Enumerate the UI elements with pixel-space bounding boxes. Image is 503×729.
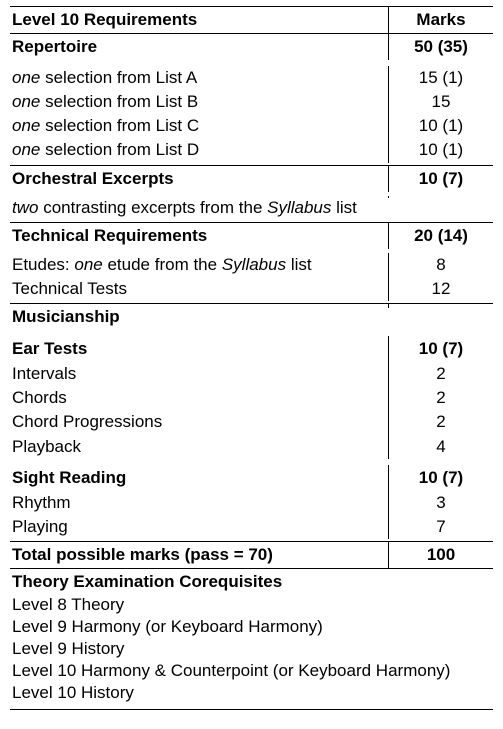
sight-heading-row: Sight Reading 10 (7)	[10, 465, 493, 491]
technical-etudes-label: Etudes: one etude from the Syllabus list	[10, 253, 388, 277]
technical-marks: 20 (14)	[388, 223, 493, 249]
ear-item-label: Intervals	[10, 362, 388, 386]
coreq-heading-row: Theory Examination Corequisites	[10, 569, 493, 594]
repertoire-item-marks: 10 (1)	[388, 138, 493, 162]
orchestral-note-marks	[388, 196, 493, 198]
repertoire-item-label: one selection from List C	[10, 114, 388, 138]
italic-word: one	[12, 68, 40, 87]
musicianship-heading: Musicianship	[10, 304, 388, 330]
orchestral-heading-row: Orchestral Excerpts 10 (7)	[10, 166, 493, 192]
text: list	[331, 198, 357, 217]
technical-tests-label: Technical Tests	[10, 277, 388, 301]
repertoire-item: one selection from List A 15 (1)	[10, 66, 493, 90]
ear-item-label: Playback	[10, 435, 388, 459]
requirements-table: Level 10 Requirements Marks Repertoire 5…	[0, 0, 503, 729]
ear-item-marks: 2	[388, 410, 493, 434]
ear-item-label: Chord Progressions	[10, 410, 388, 434]
repertoire-item-label: one selection from List B	[10, 90, 388, 114]
ear-heading-row: Ear Tests 10 (7)	[10, 336, 493, 362]
item-rest: selection from List A	[40, 68, 197, 87]
total-marks: 100	[388, 542, 493, 568]
item-rest: selection from List B	[40, 92, 198, 111]
ear-item: Intervals 2	[10, 362, 493, 386]
musicianship-marks-blank	[388, 304, 493, 308]
repertoire-marks: 50 (35)	[388, 34, 493, 60]
total-row: Total possible marks (pass = 70) 100	[10, 542, 493, 568]
italic-word: one	[12, 116, 40, 135]
coreq-heading: Theory Examination Corequisites	[10, 569, 493, 594]
technical-heading: Technical Requirements	[10, 223, 388, 249]
technical-tests-marks: 12	[388, 277, 493, 301]
coreq-item: Level 8 Theory	[10, 594, 493, 616]
sight-item-marks: 7	[388, 515, 493, 539]
header-row: Level 10 Requirements Marks	[10, 7, 493, 33]
header-title: Level 10 Requirements	[10, 7, 388, 33]
rule-bottom	[10, 709, 493, 710]
technical-heading-row: Technical Requirements 20 (14)	[10, 223, 493, 249]
sight-item: Rhythm 3	[10, 491, 493, 515]
italic-word: two	[12, 198, 38, 217]
italic-word: one	[74, 255, 102, 274]
italic-word: one	[12, 92, 40, 111]
orchestral-marks: 10 (7)	[388, 166, 493, 192]
text: contrasting excerpts from the	[38, 198, 267, 217]
text: list	[286, 255, 312, 274]
repertoire-item: one selection from List D 10 (1)	[10, 138, 493, 162]
coreq-item: Level 10 History	[10, 682, 493, 704]
sight-marks: 10 (7)	[388, 465, 493, 491]
musicianship-heading-row: Musicianship	[10, 304, 493, 330]
coreq-item: Level 10 Harmony & Counterpoint (or Keyb…	[10, 660, 493, 682]
sight-item-marks: 3	[388, 491, 493, 515]
italic-word: one	[12, 140, 40, 159]
total-label: Total possible marks (pass = 70)	[10, 542, 388, 568]
item-rest: selection from List D	[40, 140, 199, 159]
sight-heading: Sight Reading	[10, 465, 388, 491]
repertoire-item-marks: 15	[388, 90, 493, 114]
technical-etudes-marks: 8	[388, 253, 493, 277]
technical-tests-row: Technical Tests 12	[10, 277, 493, 301]
item-rest: selection from List C	[40, 116, 199, 135]
repertoire-item-label: one selection from List A	[10, 66, 388, 90]
sight-item-label: Rhythm	[10, 491, 388, 515]
ear-item: Playback 4	[10, 435, 493, 459]
coreq-item: Level 9 Harmony (or Keyboard Harmony)	[10, 616, 493, 638]
ear-item-marks: 4	[388, 435, 493, 459]
orchestral-note-row: two contrasting excerpts from the Syllab…	[10, 196, 493, 220]
repertoire-item: one selection from List C 10 (1)	[10, 114, 493, 138]
repertoire-heading: Repertoire	[10, 34, 388, 60]
italic-word: Syllabus	[222, 255, 286, 274]
ear-item-marks: 2	[388, 362, 493, 386]
coreq-item: Level 9 History	[10, 638, 493, 660]
ear-marks: 10 (7)	[388, 336, 493, 362]
technical-etudes-row: Etudes: one etude from the Syllabus list…	[10, 253, 493, 277]
italic-word: Syllabus	[267, 198, 331, 217]
sight-item: Playing 7	[10, 515, 493, 539]
ear-item: Chord Progressions 2	[10, 410, 493, 434]
orchestral-heading: Orchestral Excerpts	[10, 166, 388, 192]
ear-item-label: Chords	[10, 386, 388, 410]
repertoire-item: one selection from List B 15	[10, 90, 493, 114]
repertoire-heading-row: Repertoire 50 (35)	[10, 34, 493, 60]
repertoire-item-label: one selection from List D	[10, 138, 388, 162]
repertoire-item-marks: 15 (1)	[388, 66, 493, 90]
ear-item-marks: 2	[388, 386, 493, 410]
sight-item-label: Playing	[10, 515, 388, 539]
text: Etudes:	[12, 255, 74, 274]
repertoire-item-marks: 10 (1)	[388, 114, 493, 138]
ear-item: Chords 2	[10, 386, 493, 410]
orchestral-note: two contrasting excerpts from the Syllab…	[10, 196, 388, 220]
header-marks: Marks	[388, 7, 493, 33]
ear-heading: Ear Tests	[10, 336, 388, 362]
text: etude from the	[103, 255, 222, 274]
